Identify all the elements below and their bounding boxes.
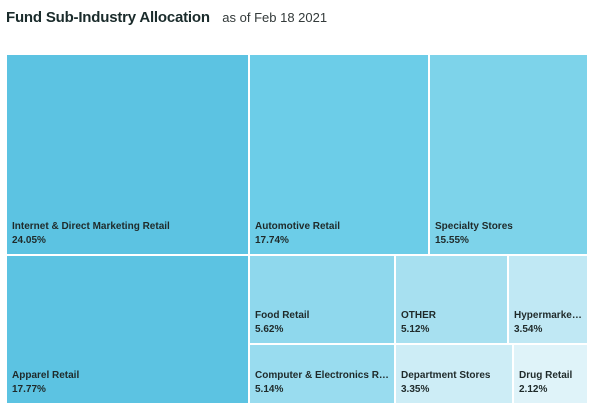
tile-label: Computer & Electronics Re... 5.14% (255, 369, 390, 397)
tile-name: Automotive Retail (255, 221, 341, 232)
tile-label: Apparel Retail 17.77% (12, 369, 244, 397)
treemap-tile[interactable]: Food Retail 5.62% (249, 255, 395, 344)
tile-value: 24.05% (12, 235, 46, 246)
chart-title: Fund Sub-Industry Allocation (6, 9, 210, 26)
tile-value: 17.74% (255, 235, 289, 246)
tile-name: Department Stores (401, 370, 491, 381)
tile-name: Internet & Direct Marketing Retail (12, 221, 170, 232)
tile-label: Food Retail 5.62% (255, 309, 390, 337)
tile-value: 3.35% (401, 384, 430, 395)
tile-value: 15.55% (435, 235, 469, 246)
treemap-tile[interactable]: Hypermarket... 3.54% (508, 255, 588, 344)
treemap: Internet & Direct Marketing Retail 24.05%… (6, 54, 588, 404)
tile-label: Automotive Retail 17.74% (255, 220, 424, 248)
tile-name: Specialty Stores (435, 221, 513, 232)
treemap-tile[interactable]: Computer & Electronics Re... 5.14% (249, 344, 395, 404)
tile-label: Department Stores 3.35% (401, 369, 508, 397)
tile-value: 17.77% (12, 384, 46, 395)
tile-name: OTHER (401, 310, 436, 321)
tile-value: 5.14% (255, 384, 284, 395)
chart-subtitle: as of Feb 18 2021 (222, 10, 328, 25)
tile-label: OTHER 5.12% (401, 309, 503, 337)
treemap-tile[interactable]: Drug Retail 2.12% (513, 344, 588, 404)
treemap-tile[interactable]: Internet & Direct Marketing Retail 24.05% (6, 54, 249, 255)
tile-label: Hypermarket... 3.54% (514, 309, 583, 337)
treemap-tile[interactable]: Department Stores 3.35% (395, 344, 513, 404)
tile-value: 2.12% (519, 384, 548, 395)
tile-value: 5.12% (401, 324, 430, 335)
tile-value: 5.62% (255, 324, 284, 335)
chart-header: Fund Sub-Industry Allocation as of Feb 1… (6, 9, 327, 29)
tile-label: Internet & Direct Marketing Retail 24.05% (12, 220, 244, 248)
tile-name: Drug Retail (519, 370, 573, 381)
tile-name: Hypermarket... (514, 310, 583, 321)
treemap-tile[interactable]: OTHER 5.12% (395, 255, 508, 344)
tile-label: Drug Retail 2.12% (519, 369, 583, 397)
tile-label: Specialty Stores 15.55% (435, 220, 583, 248)
treemap-tile[interactable]: Automotive Retail 17.74% (249, 54, 429, 255)
treemap-tile[interactable]: Apparel Retail 17.77% (6, 255, 249, 404)
tile-value: 3.54% (514, 324, 543, 335)
tile-name: Apparel Retail (12, 370, 80, 381)
treemap-tile[interactable]: Specialty Stores 15.55% (429, 54, 588, 255)
tile-name: Food Retail (255, 310, 310, 321)
tile-name: Computer & Electronics Re... (255, 370, 390, 381)
